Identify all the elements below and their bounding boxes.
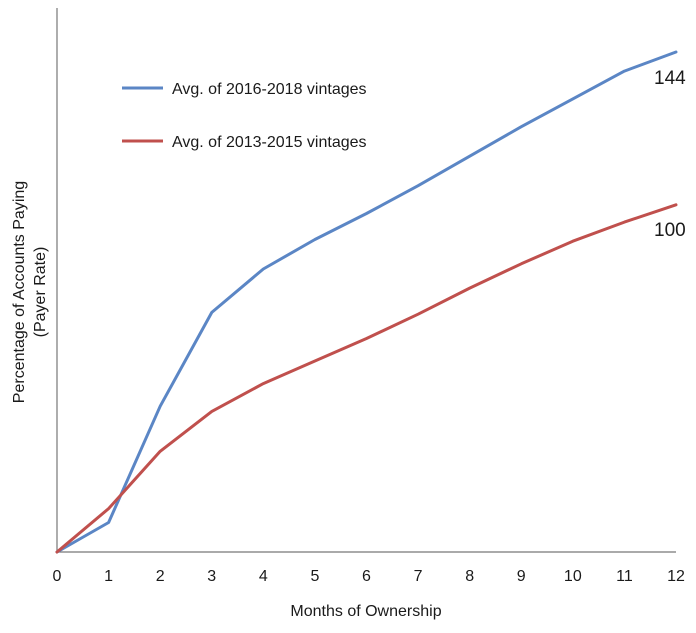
data-point bbox=[210, 311, 213, 314]
data-point bbox=[572, 98, 574, 100]
x-tick-label: 4 bbox=[259, 568, 268, 585]
x-tick-label: 7 bbox=[414, 568, 423, 585]
series-2 bbox=[55, 203, 678, 554]
data-point bbox=[572, 240, 574, 243]
y-axis-title-line-1: Percentage of Accounts Paying bbox=[11, 181, 28, 403]
series-line bbox=[55, 50, 678, 554]
data-point bbox=[314, 238, 316, 241]
x-tick-label: 10 bbox=[564, 568, 582, 585]
x-tick-label: 9 bbox=[517, 568, 526, 585]
end-labels: 144 100 bbox=[654, 68, 686, 241]
x-tick-label: 8 bbox=[465, 568, 474, 585]
data-point bbox=[365, 337, 368, 340]
data-point bbox=[468, 287, 471, 289]
x-tick-label: 0 bbox=[53, 568, 62, 585]
x-tick-label: 6 bbox=[362, 568, 371, 585]
data-point bbox=[262, 268, 265, 270]
legend-label: Avg. of 2013-2015 vintages bbox=[172, 134, 367, 151]
data-point bbox=[262, 382, 265, 385]
data-point bbox=[56, 551, 58, 553]
x-axis-title: Months of Ownership bbox=[290, 603, 441, 620]
data-point bbox=[675, 203, 677, 206]
y-axis-title-line-2: (Payer Rate) bbox=[32, 247, 49, 338]
legend-item: Avg. of 2013-2015 vintages bbox=[122, 134, 367, 151]
data-point bbox=[417, 184, 419, 187]
data-point bbox=[314, 360, 316, 362]
data-point bbox=[623, 70, 626, 72]
data-point bbox=[520, 263, 523, 265]
data-point bbox=[365, 212, 368, 215]
y-axis-title: Percentage of Accounts Paying (Payer Rat… bbox=[11, 181, 49, 403]
x-tick-label: 3 bbox=[207, 568, 216, 585]
data-point bbox=[210, 410, 213, 413]
data-point bbox=[159, 405, 161, 407]
data-point bbox=[417, 313, 419, 315]
x-tick-label: 5 bbox=[310, 568, 319, 585]
end-value-label: 144 bbox=[654, 68, 686, 89]
x-tick-label: 2 bbox=[156, 568, 165, 585]
data-point bbox=[159, 450, 161, 453]
x-ticks: 0 1 2 3 4 5 6 7 8 9 10 11 12 bbox=[53, 568, 685, 585]
series-group bbox=[55, 50, 678, 554]
x-tick-label: 12 bbox=[667, 568, 685, 585]
axes bbox=[56, 8, 676, 553]
data-point bbox=[623, 221, 626, 223]
data-point bbox=[107, 521, 110, 524]
legend: Avg. of 2016-2018 vintages Avg. of 2013-2… bbox=[122, 81, 367, 151]
legend-item: Avg. of 2016-2018 vintages bbox=[122, 81, 367, 98]
end-value-label: 100 bbox=[654, 220, 686, 241]
data-point bbox=[468, 155, 471, 157]
legend-label: Avg. of 2016-2018 vintages bbox=[172, 81, 367, 98]
data-point bbox=[675, 51, 677, 53]
data-point bbox=[520, 125, 523, 128]
series-1 bbox=[55, 50, 678, 554]
x-tick-label: 1 bbox=[104, 568, 113, 585]
series-line bbox=[55, 203, 678, 554]
x-tick-label: 11 bbox=[616, 568, 633, 585]
data-point bbox=[107, 507, 110, 510]
